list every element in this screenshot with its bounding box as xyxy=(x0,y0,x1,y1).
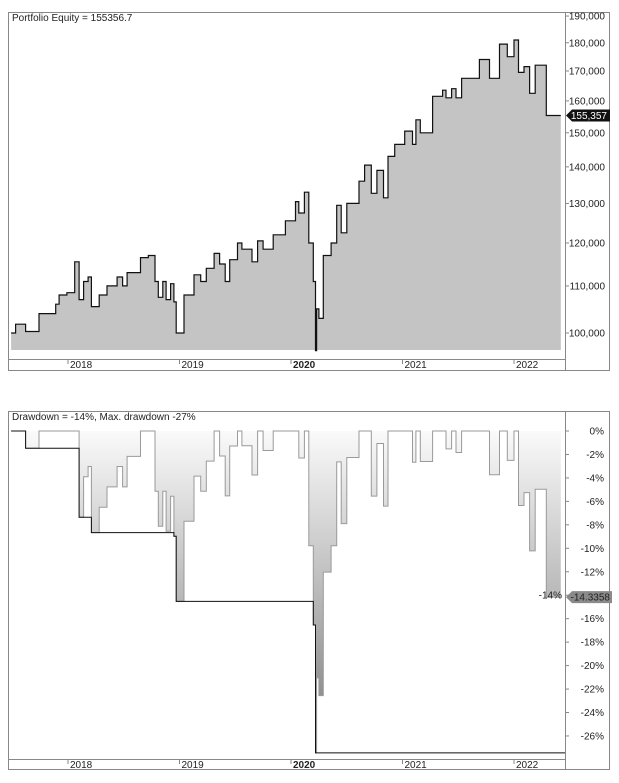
drawdown-y-tick-label: -2% xyxy=(586,450,604,461)
drawdown-x-tick-label: 2018 xyxy=(70,760,93,771)
drawdown-y-tick-label: -22% xyxy=(581,685,604,696)
drawdown-y-tick-label: -4% xyxy=(586,473,604,484)
drawdown-y-tick-label: -14% xyxy=(539,591,562,602)
drawdown-y-tick-label: -12% xyxy=(581,567,604,578)
drawdown-x-tick-label: 2020 xyxy=(293,760,316,771)
drawdown-title: Drawdown = -14%, Max. drawdown -27% xyxy=(12,412,196,423)
equity-x-tick-label: 2018 xyxy=(70,360,93,371)
equity-y-tick-label: 180,000 xyxy=(569,38,606,49)
equity-last-value-badge xyxy=(566,109,610,122)
drawdown-y-tick-label: -10% xyxy=(581,544,604,555)
drawdown-y-tick-label: -6% xyxy=(586,497,604,508)
drawdown-x-tick-label: 2022 xyxy=(516,760,539,771)
equity-area-fill xyxy=(11,40,561,351)
equity-x-tick-label: 2020 xyxy=(293,360,316,371)
drawdown-y-tick-label: 0% xyxy=(590,427,605,438)
equity-y-tick-label: 170,000 xyxy=(569,66,606,77)
equity-y-tick-label: 190,000 xyxy=(569,12,606,23)
equity-y-tick-label: 140,000 xyxy=(569,162,606,173)
drawdown-y-tick-label: -20% xyxy=(581,661,604,672)
drawdown-y-tick-label: -8% xyxy=(586,520,604,531)
equity-y-tick-label: 160,000 xyxy=(569,96,606,107)
drawdown-last-value-label: -14.3358 xyxy=(571,593,611,604)
drawdown-y-tick-label: -18% xyxy=(581,638,604,649)
equity-last-value-label: 155,357 xyxy=(571,111,608,122)
equity-x-tick-label: 2021 xyxy=(405,360,428,371)
equity-x-tick-label: 2022 xyxy=(516,360,539,371)
equity-title: Portfolio Equity = 155356.7 xyxy=(12,13,133,24)
equity-y-tick-label: 130,000 xyxy=(569,199,606,210)
drawdown-y-tick-label: -24% xyxy=(581,708,604,719)
equity-y-tick-label: 120,000 xyxy=(569,238,606,249)
drawdown-y-tick-label: -16% xyxy=(581,614,604,625)
drawdown-x-tick-label: 2019 xyxy=(182,760,205,771)
drawdown-y-tick-label: -26% xyxy=(581,731,604,742)
drawdown-last-value-badge xyxy=(566,591,612,604)
drawdown-line xyxy=(11,430,561,754)
equity-y-tick-label: 150,000 xyxy=(569,128,606,139)
max-drawdown-line xyxy=(11,430,565,754)
equity-x-tick-label: 2019 xyxy=(182,360,205,371)
drawdown-x-tick-label: 2021 xyxy=(405,760,428,771)
equity-line xyxy=(11,39,561,352)
equity-y-tick-label: 110,000 xyxy=(570,281,606,292)
equity-y-tick-label: 100,000 xyxy=(569,329,606,340)
